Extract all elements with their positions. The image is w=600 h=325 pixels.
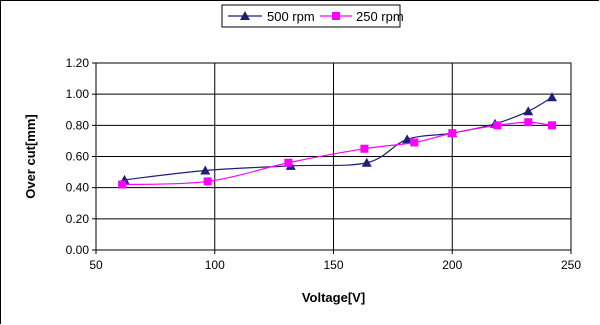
data-point-square (284, 158, 293, 167)
data-point-square (118, 180, 127, 189)
x-tick-label: 50 (89, 258, 103, 272)
data-point-triangle (547, 92, 557, 102)
data-point-square (410, 138, 419, 147)
series-layer (118, 92, 557, 189)
series-250-rpm (118, 118, 556, 189)
data-point-triangle (523, 106, 534, 116)
data-point-square (548, 121, 556, 130)
y-tick-label: 0.60 (66, 150, 90, 164)
series-line (124, 96, 553, 181)
data-point-triangle (402, 134, 413, 144)
data-point-square (448, 129, 457, 138)
data-point-triangle (200, 165, 211, 175)
data-point-square (203, 177, 212, 186)
y-tick-label: 0.00 (66, 243, 90, 257)
data-point-triangle (361, 157, 372, 167)
legend-box (221, 4, 401, 28)
y-tick-label: 0.80 (66, 118, 90, 132)
x-tick-label: 150 (323, 258, 343, 272)
grid-layer (96, 63, 571, 250)
data-point-square (493, 121, 502, 130)
x-tick-label: 200 (442, 258, 462, 272)
legend: 500 rpm 250 rpm (221, 4, 404, 28)
series-500-rpm (119, 92, 557, 184)
legend-label-500-rpm: 500 rpm (267, 9, 315, 24)
x-axis-title: Voltage[V] (302, 290, 365, 305)
x-tick-label: 100 (205, 258, 225, 272)
y-tick-label: 0.40 (66, 181, 90, 195)
legend-marker-triangle (240, 11, 250, 20)
axis-layer (92, 62, 572, 254)
y-tick-label: 1.00 (66, 87, 90, 101)
legend-entry-500-rpm: 500 rpm (228, 9, 315, 24)
legend-marker-square (332, 12, 340, 20)
x-tick-label: 250 (561, 258, 581, 272)
legend-entry-250-rpm: 250 rpm (320, 9, 404, 24)
tick-labels: 0.00 0.20 0.40 0.60 0.80 1.00 1.20 50 100 150 200 2… (66, 56, 582, 272)
y-axis-title: Over cut[mm] (23, 114, 38, 199)
y-tick-label: 1.20 (66, 56, 90, 70)
y-tick-label: 0.20 (66, 212, 90, 226)
legend-label-250-rpm: 250 rpm (356, 9, 404, 24)
data-point-square (524, 118, 533, 127)
series-line (122, 121, 553, 186)
data-point-square (360, 144, 369, 153)
